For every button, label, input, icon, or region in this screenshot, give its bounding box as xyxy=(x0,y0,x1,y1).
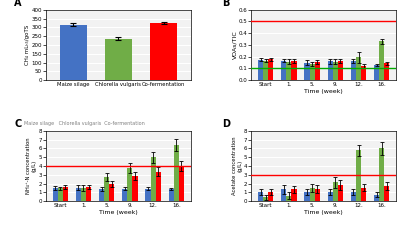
Bar xyxy=(291,61,296,80)
X-axis label: Time (week): Time (week) xyxy=(304,89,343,94)
Bar xyxy=(286,196,291,201)
Bar xyxy=(86,187,91,201)
Bar xyxy=(374,195,379,201)
Bar xyxy=(351,192,356,201)
Y-axis label: VOAs/TIC: VOAs/TIC xyxy=(232,30,237,59)
Bar xyxy=(156,172,161,201)
Bar xyxy=(169,189,174,201)
Bar xyxy=(263,61,268,80)
Bar xyxy=(315,62,320,80)
Bar xyxy=(76,188,81,201)
Text: Maize silage   Chlorella vulgaris  Co-fermentation: Maize silage Chlorella vulgaris Co-ferme… xyxy=(24,121,145,126)
Bar xyxy=(315,189,320,201)
Bar xyxy=(99,189,104,201)
X-axis label: Time (week): Time (week) xyxy=(304,211,343,215)
Bar xyxy=(374,65,379,80)
Bar xyxy=(63,187,68,201)
X-axis label: Time (week): Time (week) xyxy=(99,211,138,215)
Text: A: A xyxy=(14,0,22,8)
Bar xyxy=(122,189,127,201)
Bar xyxy=(338,61,343,80)
Bar xyxy=(379,41,384,80)
Bar xyxy=(132,176,138,201)
Bar xyxy=(384,63,390,80)
Bar xyxy=(81,188,86,201)
Bar xyxy=(258,192,263,201)
Bar xyxy=(361,188,366,201)
Bar xyxy=(333,182,338,201)
Bar xyxy=(105,39,132,80)
Bar xyxy=(384,186,390,201)
Text: C: C xyxy=(14,119,22,129)
Bar xyxy=(127,168,132,201)
Bar xyxy=(310,64,315,80)
Bar xyxy=(304,192,310,201)
Bar xyxy=(151,157,156,201)
Bar xyxy=(338,185,343,201)
Bar xyxy=(361,66,366,80)
Bar xyxy=(304,62,310,80)
Bar xyxy=(328,192,333,201)
Bar xyxy=(356,150,361,201)
Bar xyxy=(58,188,63,201)
Bar xyxy=(150,23,177,80)
Bar xyxy=(281,189,286,201)
Bar xyxy=(291,189,296,201)
Bar xyxy=(351,61,356,80)
Bar xyxy=(281,61,286,80)
Bar xyxy=(379,149,384,201)
Text: B: B xyxy=(222,0,230,8)
Text: D: D xyxy=(222,119,230,129)
Bar xyxy=(146,189,151,201)
Bar xyxy=(52,188,58,201)
Bar xyxy=(328,61,333,80)
Bar xyxy=(104,177,109,201)
Y-axis label: NH₄⁺-N concentration
(g/L): NH₄⁺-N concentration (g/L) xyxy=(26,138,37,194)
Bar xyxy=(268,59,273,80)
Bar xyxy=(109,184,114,201)
Bar xyxy=(286,62,291,80)
Bar xyxy=(310,188,315,201)
Bar xyxy=(356,57,361,80)
Bar xyxy=(179,166,184,201)
Bar xyxy=(263,197,268,201)
Y-axis label: CH₄ mLₕ₅/goTS: CH₄ mLₕ₅/goTS xyxy=(25,25,30,65)
Bar xyxy=(174,145,179,201)
Bar xyxy=(60,25,87,80)
Bar xyxy=(258,60,263,80)
Y-axis label: Acetate concentration
(g/L): Acetate concentration (g/L) xyxy=(232,137,242,195)
Bar xyxy=(333,62,338,80)
Bar xyxy=(268,192,273,201)
